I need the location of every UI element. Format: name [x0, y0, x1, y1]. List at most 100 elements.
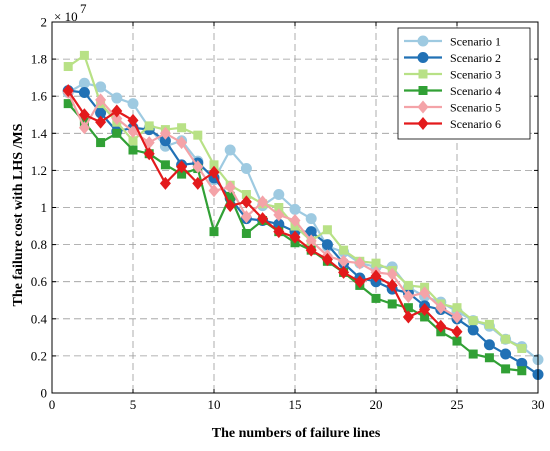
y-tick-label: 0: [41, 386, 48, 401]
data-point: [159, 126, 171, 140]
legend-item: Scenario 5: [404, 100, 501, 115]
data-point: [127, 98, 139, 110]
data-point: [484, 353, 494, 363]
y-tick-label: 1: [41, 200, 48, 215]
legend-marker: [418, 86, 428, 95]
data-point: [209, 160, 219, 170]
data-point: [224, 144, 236, 156]
y-tick-label: 2: [41, 15, 48, 30]
y-tick-label: 1.6: [31, 89, 48, 104]
y-tick-label: 1.2: [31, 163, 47, 178]
data-point: [403, 280, 413, 290]
data-point: [484, 319, 494, 329]
data-point: [435, 319, 447, 333]
data-point: [517, 366, 527, 376]
y-multiplier: × 10 7: [54, 1, 87, 24]
data-point: [273, 189, 285, 201]
legend-item: Scenario 3: [404, 68, 501, 82]
x-tick-label: 10: [208, 397, 221, 412]
data-point: [111, 104, 123, 118]
y-tick-label: 1.4: [31, 126, 48, 141]
legend-marker: [418, 69, 428, 79]
x-tick-label: 5: [130, 397, 137, 412]
data-point: [209, 227, 219, 237]
data-point: [354, 275, 366, 289]
axis-ticks: 0 5 10 15 20 25 30 0 0.2 0.4 0.6 0.8 1 1.2 1.4 1.6 1.8 2: [31, 15, 545, 413]
data-point: [420, 312, 430, 322]
data-point: [468, 316, 478, 326]
data-point: [452, 303, 462, 313]
legend-marker: [417, 35, 429, 47]
x-tick-label: 25: [451, 397, 464, 412]
data-point: [177, 123, 187, 133]
data-point: [192, 176, 204, 190]
legend-label: Scenario 3: [450, 68, 501, 82]
legend-label: Scenario 2: [450, 51, 501, 65]
legend-marker: [417, 100, 429, 114]
legend-label: Scenario 5: [450, 101, 501, 115]
data-point: [111, 92, 123, 104]
y-multiplier-text: × 10: [54, 9, 78, 24]
data-point: [452, 336, 462, 346]
data-point: [402, 290, 414, 304]
data-point: [517, 343, 527, 353]
data-point: [241, 190, 251, 200]
data-point: [305, 243, 317, 257]
data-point: [305, 234, 317, 248]
y-tick-label: 0.4: [31, 311, 48, 326]
data-point: [467, 324, 479, 336]
data-point: [338, 254, 350, 268]
data-point: [112, 128, 122, 138]
data-point: [225, 191, 235, 201]
data-point: [321, 252, 333, 266]
legend: Scenario 1 Scenario 2 Scenario 3 Scenario 4…: [397, 27, 531, 140]
data-point: [501, 364, 511, 374]
data-point: [78, 108, 90, 122]
data-point: [419, 303, 431, 317]
data-point: [177, 169, 187, 179]
data-point: [273, 225, 285, 239]
data-point: [160, 160, 170, 170]
data-point: [468, 349, 478, 359]
data-point: [371, 258, 381, 268]
data-point: [403, 303, 413, 313]
legend-item: Scenario 2: [404, 51, 501, 65]
data-point: [321, 239, 333, 251]
data-point: [387, 299, 397, 309]
data-point: [95, 115, 107, 129]
x-tick-label: 15: [289, 397, 302, 412]
x-axis-label: The numbers of failure lines: [212, 426, 381, 441]
legend-box: [397, 27, 531, 140]
data-point: [289, 230, 301, 244]
data-point: [144, 121, 154, 131]
data-point: [95, 93, 107, 107]
data-point: [224, 180, 236, 194]
data-point: [143, 147, 155, 161]
data-point: [62, 84, 74, 98]
data-point: [159, 176, 171, 190]
legend-item: Scenario 4: [404, 84, 501, 98]
data-point: [273, 208, 285, 222]
data-point: [63, 99, 73, 109]
legend-item: Scenario 6: [404, 117, 501, 131]
data-point: [176, 136, 188, 150]
data-point: [78, 77, 90, 89]
y-tick-label: 1.8: [31, 52, 47, 67]
data-point: [78, 86, 90, 98]
legend-label: Scenario 6: [450, 117, 501, 131]
series-layer: [62, 50, 544, 380]
y-exponent-text: 7: [80, 1, 87, 16]
data-point: [240, 210, 252, 224]
data-point: [257, 212, 269, 226]
legend-marker: [417, 117, 429, 130]
data-point: [371, 293, 381, 303]
data-point: [111, 111, 123, 125]
data-point: [96, 138, 106, 148]
data-point: [257, 195, 269, 209]
data-point: [79, 50, 89, 60]
y-axis-label: The failure cost with LHS /MS: [11, 123, 26, 306]
data-point: [127, 113, 139, 127]
data-point: [386, 267, 398, 281]
legend-label: Scenario 1: [450, 35, 501, 49]
